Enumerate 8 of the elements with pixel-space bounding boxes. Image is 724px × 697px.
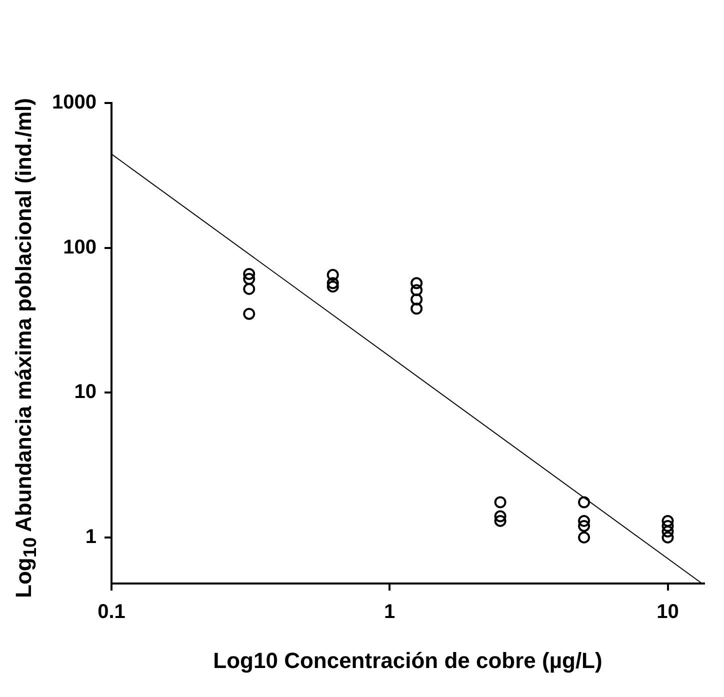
x-tick-label: 10 (656, 601, 679, 624)
y-tick-label: 1 (85, 526, 96, 548)
y-tick-label: 100 (63, 236, 96, 258)
y-tick-label: 1000 (52, 92, 96, 114)
x-tick-label: 0.1 (98, 601, 126, 624)
x-axis-title: Log10 Concentración de cobre (µg/L) (213, 648, 602, 673)
y-tick-label: 10 (74, 381, 96, 404)
x-tick-label: 1 (384, 601, 396, 624)
